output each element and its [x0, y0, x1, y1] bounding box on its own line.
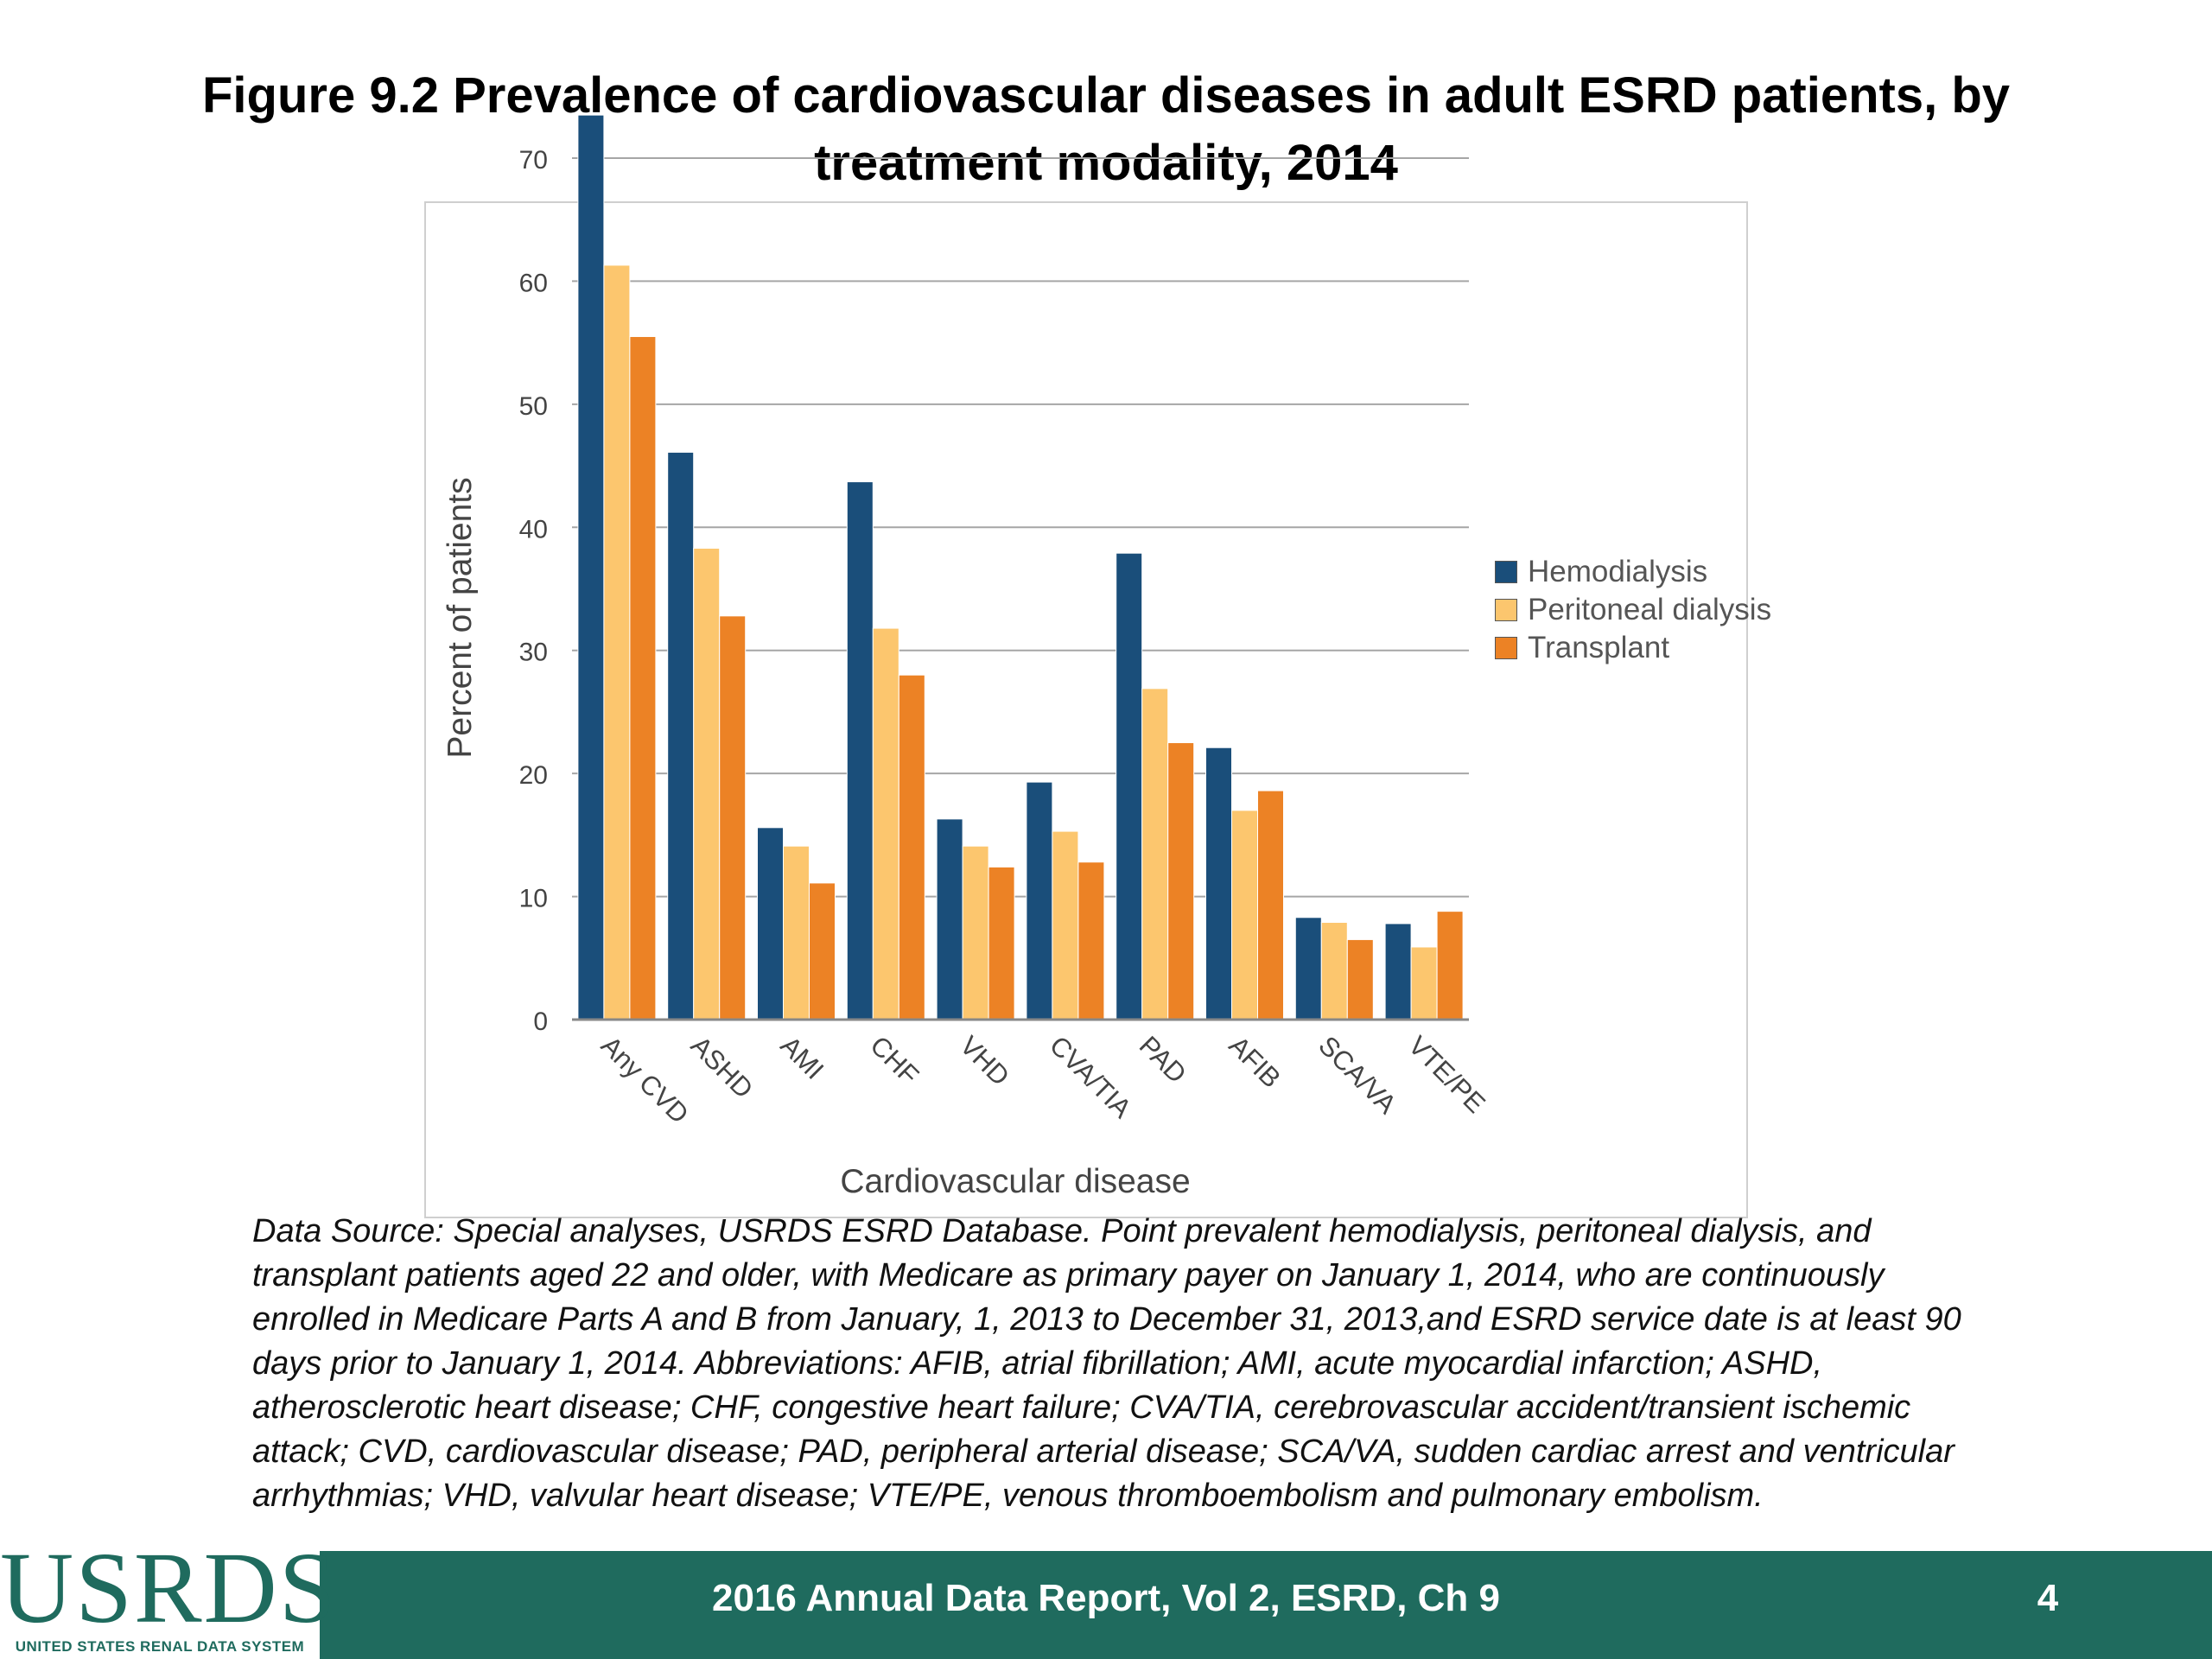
bar-hemodialysis-ashd	[667, 451, 695, 1020]
figure-title: Figure 9.2 Prevalence of cardiovascular …	[201, 67, 2011, 191]
y-tick-label: 40	[519, 515, 548, 543]
legend-label: Peritoneal dialysis	[1528, 593, 1772, 626]
data-source-note: Data Source: Special analyses, USRDS ESR…	[252, 1213, 1961, 1514]
y-tick-label: 0	[533, 1007, 548, 1036]
x-tick-label: CVA/TIA	[1044, 1030, 1138, 1124]
logo-subtitle: UNITED STATES RENAL DATA SYSTEM	[15, 1638, 305, 1655]
x-tick-label: AMI	[775, 1030, 830, 1085]
page-number: 4	[2037, 1577, 2059, 1619]
legend-label: Hemodialysis	[1528, 555, 1708, 588]
bar-peritoneal-dialysis-ami	[783, 845, 810, 1020]
logo-wordmark: USRDS	[0, 1531, 338, 1644]
bar-hemodialysis-any-cvd	[577, 114, 605, 1020]
legend-item-transplant: Transplant	[1495, 629, 1771, 667]
x-axis-title: Cardiovascular disease	[840, 1163, 1190, 1200]
bar-peritoneal-dialysis-sca-va	[1320, 921, 1348, 1020]
bar-transplant-ashd	[719, 615, 747, 1020]
y-tick-label: 50	[519, 392, 548, 421]
x-tick-label: CHF	[864, 1030, 925, 1090]
x-tick-label: PAD	[1134, 1030, 1192, 1089]
x-tick-label: AFIB	[1224, 1030, 1287, 1093]
bar-hemodialysis-ami	[757, 827, 784, 1020]
bar-transplant-vhd	[988, 866, 1015, 1020]
chart-legend: Hemodialysis Peritoneal dialysis Transpl…	[1495, 553, 1771, 667]
legend-swatch	[1495, 561, 1517, 583]
bar-peritoneal-dialysis-pad	[1141, 688, 1169, 1020]
bar-peritoneal-dialysis-cva-tia	[1052, 830, 1079, 1020]
bars	[577, 114, 1464, 1020]
y-tick-label: 30	[519, 639, 548, 667]
x-tick-label: Any CVD	[595, 1030, 695, 1129]
bar-peritoneal-dialysis-ashd	[693, 547, 721, 1020]
bar-transplant-pad	[1167, 742, 1195, 1020]
bar-transplant-afib	[1257, 790, 1284, 1020]
y-tick-label: 10	[519, 885, 548, 913]
bar-hemodialysis-cva-tia	[1026, 781, 1053, 1020]
bar-transplant-chf	[898, 674, 925, 1020]
bar-peritoneal-dialysis-vhd	[962, 845, 989, 1020]
bar-peritoneal-dialysis-afib	[1231, 810, 1258, 1020]
bar-hemodialysis-pad	[1116, 552, 1143, 1020]
footer-bar	[0, 1551, 2212, 1659]
bar-hemodialysis-vhd	[936, 818, 963, 1020]
bar-hemodialysis-vte-pe	[1384, 923, 1412, 1020]
bar-peritoneal-dialysis-chf	[872, 627, 899, 1020]
legend-item-hemodialysis: Hemodialysis	[1495, 553, 1771, 591]
bar-peritoneal-dialysis-any-cvd	[603, 264, 631, 1020]
bar-hemodialysis-chf	[846, 481, 874, 1020]
legend-label: Transplant	[1528, 631, 1670, 664]
bar-hemodialysis-afib	[1205, 747, 1232, 1020]
usrds-logo	[0, 1538, 320, 1659]
y-axis-title: Percent of patients	[442, 477, 479, 758]
legend-item-peritoneal-dialysis: Peritoneal dialysis	[1495, 591, 1771, 629]
footer-report-title: 2016 Annual Data Report, Vol 2, ESRD, Ch…	[712, 1577, 1500, 1619]
bar-peritoneal-dialysis-vte-pe	[1410, 946, 1438, 1020]
bar-transplant-any-cvd	[629, 336, 657, 1020]
bar-transplant-sca-va	[1346, 938, 1374, 1020]
legend-swatch	[1495, 637, 1517, 659]
x-tick-label: VHD	[954, 1030, 1015, 1091]
x-tick-label: VTE/PE	[1402, 1030, 1491, 1119]
bar-hemodialysis-sca-va	[1294, 917, 1322, 1020]
bar-transplant-cva-tia	[1077, 861, 1105, 1020]
bar-transplant-vte-pe	[1436, 911, 1464, 1020]
x-tick-label: ASHD	[685, 1030, 760, 1104]
y-tick-label: 60	[519, 269, 548, 297]
bar-transplant-ami	[809, 882, 836, 1020]
y-tick-label: 20	[519, 761, 548, 790]
y-tick-label: 70	[519, 146, 548, 175]
x-tick-label: SCA/VA	[1313, 1030, 1402, 1120]
legend-swatch	[1495, 599, 1517, 621]
